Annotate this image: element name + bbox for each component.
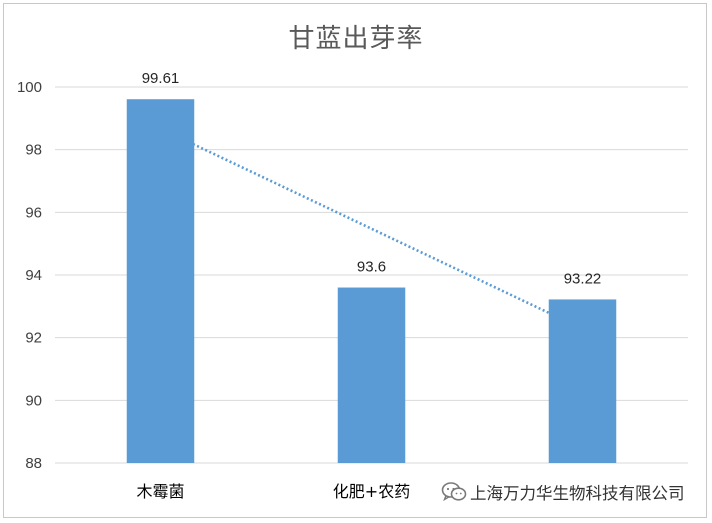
category-label: 化肥+农药 [333,482,410,501]
watermark-text: 上海万力华生物科技有限公司 [470,484,685,503]
bar [548,299,617,463]
wechat-icon [441,482,467,502]
trendline-layer [159,127,584,331]
bar [126,99,195,463]
y-tick-label: 90 [25,392,42,409]
watermark: 上海万力华生物科技有限公司 [441,480,685,504]
labels: 88 90 92 94 96 98 100 99.61 木霉菌 93.6 化肥+农药 93.22 [17,70,601,501]
y-tick-label: 88 [25,455,42,472]
trendline [159,127,584,331]
y-tick-label: 94 [25,267,42,284]
bars [126,99,617,463]
y-tick-label: 100 [17,79,42,96]
chart-title: 甘蓝出芽率 [288,24,424,54]
data-label: 93.6 [357,259,386,276]
data-label: 99.61 [142,70,180,87]
y-tick-label: 96 [25,204,42,221]
category-label: 木霉菌 [136,482,184,501]
bar [337,287,406,463]
y-tick-label: 98 [25,142,42,159]
y-tick-label: 92 [25,330,42,347]
data-label: 93.22 [564,270,602,287]
